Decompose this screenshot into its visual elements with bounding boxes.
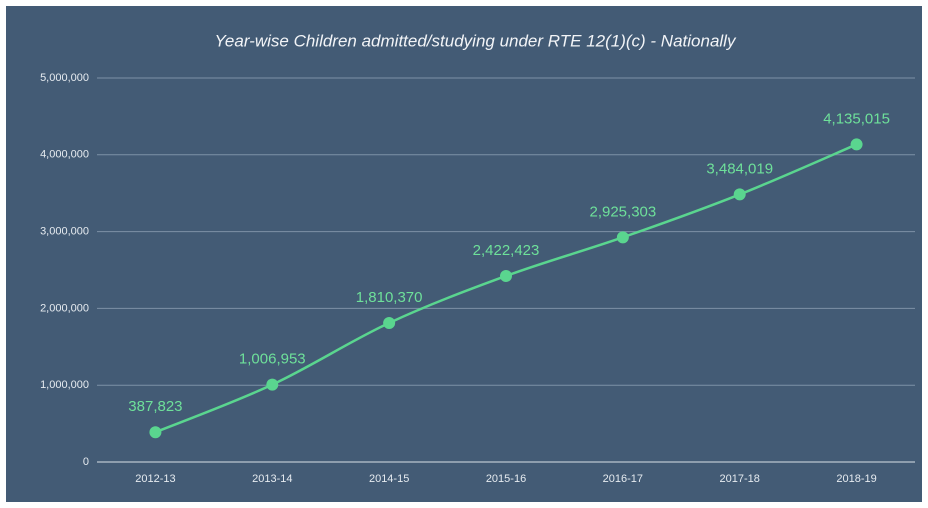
- x-tick-label: 2018-19: [836, 473, 876, 485]
- data-point: [500, 269, 512, 282]
- data-point: [850, 138, 863, 151]
- data-label: 2,422,423: [473, 242, 540, 259]
- data-label: 1,810,370: [356, 289, 423, 306]
- y-tick-label: 0: [83, 456, 89, 468]
- data-label: 2,925,303: [589, 203, 656, 220]
- y-tick-label: 5,000,000: [40, 72, 89, 84]
- x-tick-label: 2017-18: [720, 473, 760, 485]
- x-tick-label: 2016-17: [603, 473, 643, 485]
- data-label: 3,484,019: [706, 160, 773, 177]
- y-tick-label: 2,000,000: [40, 302, 89, 314]
- data-label: 387,823: [128, 398, 182, 415]
- data-label: 1,006,953: [239, 351, 306, 368]
- y-tick-label: 4,000,000: [40, 149, 89, 161]
- y-tick-label: 1,000,000: [40, 379, 89, 391]
- chart-title: Year-wise Children admitted/studying und…: [215, 31, 737, 50]
- x-tick-label: 2015-16: [486, 473, 526, 485]
- y-tick-label: 3,000,000: [40, 226, 89, 238]
- data-point: [616, 231, 629, 244]
- chart-background: [6, 6, 922, 502]
- data-point: [266, 378, 279, 391]
- data-point: [733, 188, 746, 201]
- x-tick-label: 2014-15: [369, 473, 409, 485]
- data-label: 4,135,015: [823, 110, 890, 127]
- data-point: [149, 426, 162, 439]
- data-point: [383, 316, 396, 329]
- x-tick-label: 2012-13: [135, 473, 175, 485]
- x-tick-label: 2013-14: [252, 473, 292, 485]
